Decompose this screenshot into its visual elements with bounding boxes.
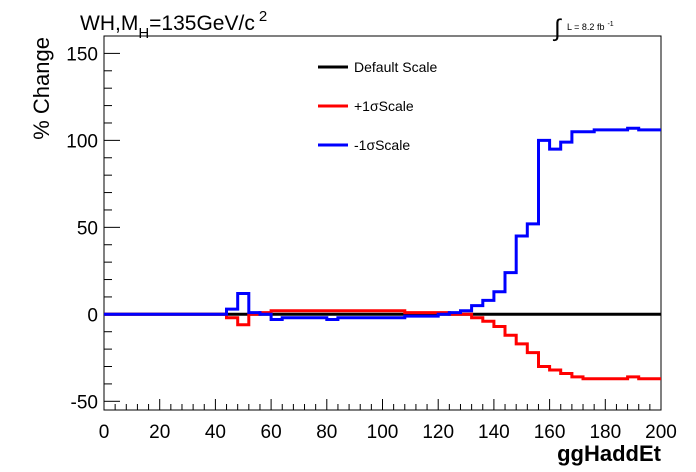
series-layer (104, 126, 661, 381)
x-tick-label: 20 (149, 422, 170, 443)
legend: Default Scale +1σScale -1σScale (318, 59, 437, 153)
chart-title-superscript: 2 (259, 8, 267, 25)
y-axis-title: % Change (29, 37, 54, 140)
legend-label: Default Scale (354, 59, 437, 75)
x-tick-label: 60 (261, 422, 282, 443)
legend-label: -1σScale (354, 137, 410, 153)
chart-title-main: WH,M (80, 12, 138, 35)
x-tick-label: 40 (205, 422, 226, 443)
x-tick-label: 80 (316, 422, 337, 443)
x-axis-title: ggHaddEt (557, 441, 662, 466)
series-line--1-scale (104, 126, 661, 321)
y-tick-label: 0 (87, 305, 98, 326)
x-tick-label: 180 (589, 422, 621, 443)
x-tick-label: 160 (534, 422, 566, 443)
y-tick-label: 100 (66, 131, 98, 152)
luminosity-text: L = 8.2 fb (567, 22, 604, 32)
luminosity-superscript: -1 (607, 21, 613, 28)
plot-frame (103, 35, 662, 411)
y-tick-label: 50 (77, 218, 98, 239)
x-tick-label: 0 (99, 422, 110, 443)
y-axis: -50 0 50 100 150 (66, 44, 120, 413)
x-tick-label: 140 (478, 422, 510, 443)
luminosity-label: L = 8.2 fb -1 (567, 21, 614, 32)
chart-title-rest: =135GeV/c (149, 12, 255, 35)
series-line--1-scale (104, 309, 661, 381)
x-tick-label: 200 (645, 422, 677, 443)
y-tick-label: -50 (71, 392, 98, 413)
y-tick-label: 150 (66, 44, 98, 65)
chart-title: WH,MH=135GeV/c 2 (80, 8, 267, 42)
luminosity-integral-sign: ∫ (552, 15, 562, 42)
x-axis: 0 20 40 60 80 100 120 140 160 180 200 (99, 399, 677, 443)
legend-label: +1σScale (354, 98, 414, 114)
chart-title-subscript: H (138, 25, 149, 42)
x-tick-label: 120 (422, 422, 454, 443)
x-tick-label: 100 (367, 422, 399, 443)
